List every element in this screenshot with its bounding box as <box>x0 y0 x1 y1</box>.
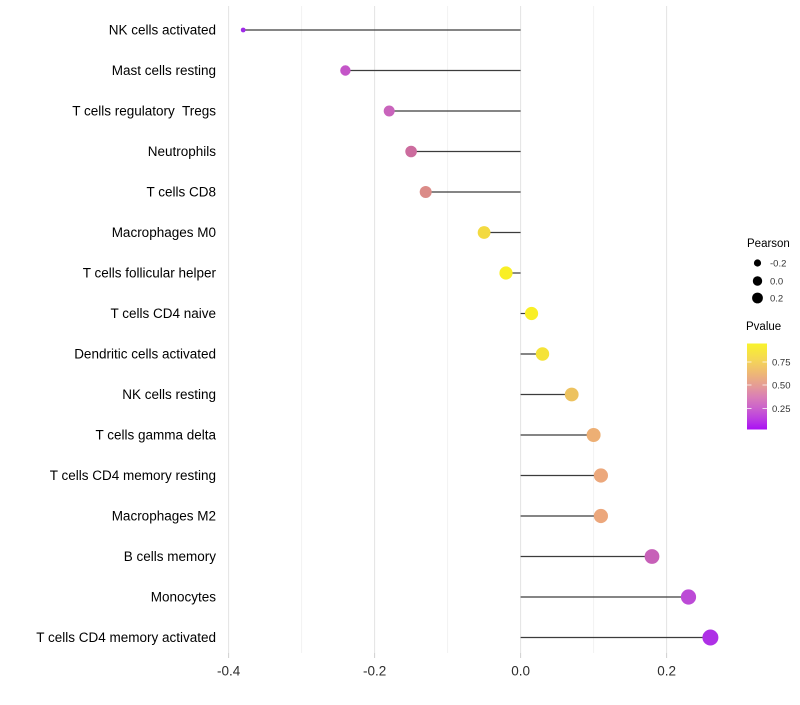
data-point <box>340 65 351 76</box>
data-point <box>535 347 550 361</box>
data-point <box>499 266 513 280</box>
data-point <box>593 468 609 483</box>
colorbar-gradient <box>747 343 767 430</box>
y-axis-label: Neutrophils <box>148 144 217 159</box>
size-legend-dot <box>752 292 763 304</box>
y-axis-label: Dendritic cells activated <box>74 347 216 362</box>
data-point <box>644 549 660 564</box>
y-axis-label: Mast cells resting <box>112 63 216 78</box>
y-axis-label: NK cells resting <box>122 387 216 402</box>
data-point <box>702 629 719 646</box>
y-axis-label: T cells gamma delta <box>95 428 216 443</box>
y-axis-label: T cells follicular helper <box>83 266 217 281</box>
y-axis-label: Monocytes <box>151 590 217 605</box>
data-point <box>586 428 601 442</box>
y-axis-label: T cells CD4 memory resting <box>50 468 216 483</box>
colorbar-legend: Pvalue 0.75 0.50 0.25 <box>746 321 791 430</box>
data-point <box>419 186 432 198</box>
size-legend-label: 0.0 <box>770 276 783 287</box>
data-point <box>593 508 609 524</box>
colorbar-title: Pvalue <box>746 321 781 333</box>
x-axis: -0.4 -0.2 0.0 0.2 <box>217 653 676 679</box>
x-axis-tick-label: 0.2 <box>657 664 676 679</box>
size-legend-dot <box>753 259 762 267</box>
colorbar-tick-label: 0.50 <box>772 380 791 391</box>
data-point <box>240 27 246 33</box>
colorbar-tick-label: 0.25 <box>772 404 791 415</box>
size-legend-title: Pearson <box>747 238 790 250</box>
colorbar-tick-label: 0.75 <box>772 357 791 368</box>
size-legend: Pearson -0.2 0.0 0.2 <box>747 238 790 304</box>
y-axis-label: T cells CD4 naive <box>110 306 216 321</box>
y-axis-label: T cells CD4 memory activated <box>36 630 216 645</box>
data-point <box>383 105 395 117</box>
y-axis-label: B cells memory <box>124 549 217 564</box>
data-point <box>524 306 539 321</box>
x-axis-tick-label: -0.4 <box>217 664 241 679</box>
y-axis-label: Macrophages M2 <box>112 509 216 524</box>
y-axis-label: T cells CD8 <box>146 185 216 200</box>
data-point <box>477 226 491 239</box>
y-axis-label: Macrophages M0 <box>112 225 216 240</box>
x-axis-tick-label: -0.2 <box>363 664 386 679</box>
lollipops: NK cells activated Mast cells resting T ce… <box>36 23 719 646</box>
y-axis-label: T cells regulatory Tregs <box>72 104 216 119</box>
data-point <box>564 387 579 402</box>
y-axis-label: NK cells activated <box>109 23 216 38</box>
data-point <box>405 145 417 158</box>
size-legend-label: 0.2 <box>770 293 783 304</box>
size-legend-label: -0.2 <box>770 258 786 269</box>
data-point <box>680 589 697 605</box>
x-axis-tick-label: 0.0 <box>511 664 530 679</box>
size-legend-dot <box>752 276 763 286</box>
gridlines <box>228 6 668 653</box>
